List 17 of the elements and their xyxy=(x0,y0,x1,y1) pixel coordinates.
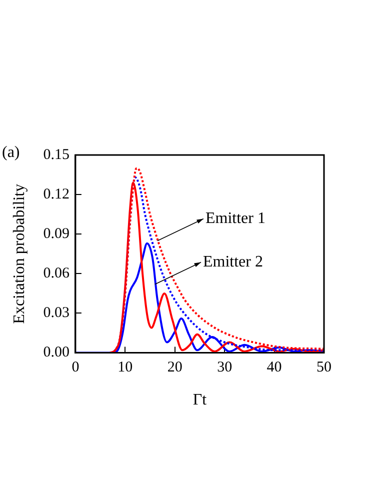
x-tick-label: 40 xyxy=(266,360,282,376)
annotation: Emitter 1 xyxy=(205,210,266,227)
x-axis-title: Γt xyxy=(192,392,208,409)
x-tick-label: 0 xyxy=(72,360,80,376)
y-axis-title: Excitation probability xyxy=(10,184,28,324)
y-tick-label: 0.03 xyxy=(43,305,70,322)
x-tick-label: 10 xyxy=(118,360,133,376)
y-tick-label: 0.15 xyxy=(43,146,70,163)
y-tick-label: 0.00 xyxy=(43,344,70,361)
y-tick-label: 0.09 xyxy=(43,226,70,242)
x-tick-label: 20 xyxy=(167,360,182,376)
y-tick-label: 0.06 xyxy=(43,266,70,282)
x-tick-label: 30 xyxy=(217,360,232,376)
x-tick-label: 50 xyxy=(316,360,332,376)
text: (a) xyxy=(2,144,20,162)
annotation: Emitter 2 xyxy=(202,253,263,270)
y-tick-label: 0.12 xyxy=(43,186,70,202)
